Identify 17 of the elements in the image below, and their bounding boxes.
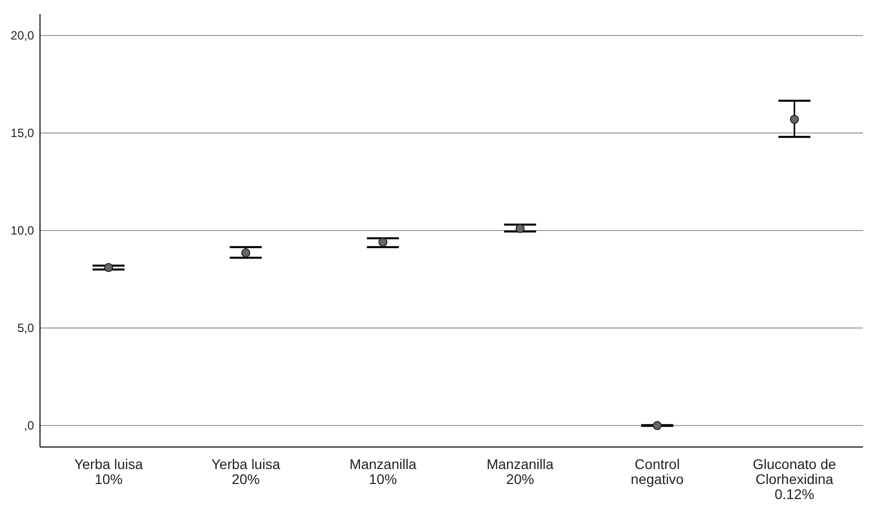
x-tick-label: Manzanilla 20% [486,456,554,487]
x-tick-label: Control negativo [630,456,684,487]
y-tick-label: ,0 [24,418,34,433]
x-tick-label: Manzanilla 10% [349,456,417,487]
point [790,114,799,124]
y-tick-label: 10,0 [10,224,34,238]
x-tick-label: Yerba luisa 10% [74,456,144,487]
x-tick-label: Yerba luisa 20% [211,456,280,487]
point [104,263,114,272]
x-tick-label: Gluconato de Clorhexidina 0.12% [752,456,836,502]
y-tick-label: 15,0 [10,126,34,140]
point [516,224,525,234]
y-tick-label: 20,0 [10,28,34,43]
y-tick-label: 5,0 [17,321,34,336]
point [378,238,388,247]
point [241,248,250,258]
point [652,421,662,430]
